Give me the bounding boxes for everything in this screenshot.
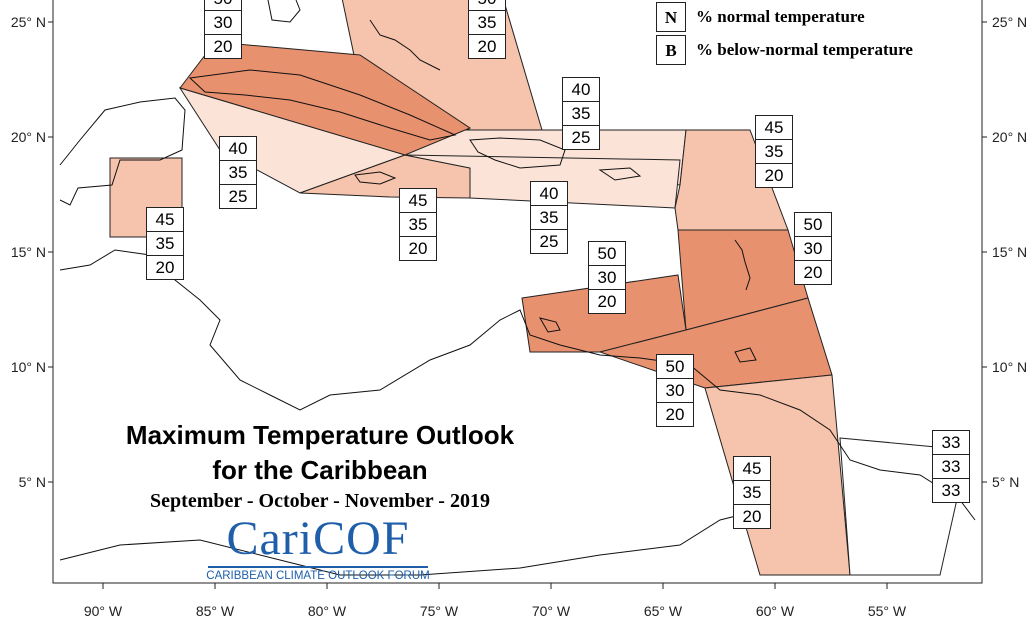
prob-above: 50 <box>205 0 241 11</box>
lon-label: 80° W <box>308 603 347 619</box>
prob-above: 45 <box>734 457 770 481</box>
prob-below: 20 <box>155 258 175 277</box>
legend-label-below: % below-normal temperature <box>696 40 913 59</box>
prob-normal: 35 <box>147 232 183 256</box>
prob-above: 45 <box>147 208 183 232</box>
lat-label-left: 15° N <box>11 244 46 260</box>
lon-label: 55° W <box>868 603 907 619</box>
lat-labels-left: 25° N 20° N 15° N 10° N 5° N <box>11 14 53 490</box>
lat-label-right: 15° N <box>992 244 1027 260</box>
lat-label-right: 10° N <box>992 359 1027 375</box>
logo-rule <box>208 566 428 568</box>
caricof-logo: CariCOF CARIBBEAN CLIMATE OUTLOOK FORUM <box>202 512 434 583</box>
probs-french-guiana: 33 33 33 <box>932 430 970 503</box>
probs-jamaica: 45 35 20 <box>399 188 437 261</box>
lat-label-right: 25° N <box>992 14 1027 30</box>
prob-normal: 30 <box>657 379 693 403</box>
prob-above: 45 <box>400 189 436 213</box>
prob-above: 40 <box>563 78 599 102</box>
prob-above: 50 <box>469 0 505 11</box>
lon-label: 90° W <box>84 603 123 619</box>
lat-label-left: 20° N <box>11 129 46 145</box>
legend-key-below: B <box>656 35 686 65</box>
legend-below: B % below-normal temperature <box>656 35 913 65</box>
prob-below: 20 <box>408 239 428 258</box>
prob-above: 50 <box>657 355 693 379</box>
prob-above: 50 <box>589 242 625 266</box>
prob-below: 20 <box>803 263 823 282</box>
lat-labels-right: 25° N 20° N 15° N 10° N 5° N <box>982 14 1027 490</box>
probs-abc: 50 30 20 <box>588 241 626 314</box>
prob-above: 40 <box>220 137 256 161</box>
legend-normal: N % normal temperature <box>656 2 865 32</box>
lon-label: 60° W <box>756 603 795 619</box>
probs-hispaniola: 40 35 25 <box>530 181 568 254</box>
lat-label-right: 5° N <box>992 474 1019 490</box>
lat-label-left: 10° N <box>11 359 46 375</box>
lon-label: 65° W <box>644 603 683 619</box>
map-title-line2: for the Caribbean <box>212 455 428 485</box>
lat-label-left: 25° N <box>11 14 46 30</box>
prob-normal: 33 <box>933 455 969 479</box>
probs-windward: 50 30 20 <box>794 212 832 285</box>
lat-label-right: 20° N <box>992 129 1027 145</box>
lon-label: 75° W <box>420 603 459 619</box>
prob-normal: 30 <box>589 266 625 290</box>
prob-normal: 35 <box>563 102 599 126</box>
lon-labels-bottom: 90° W 85° W 80° W 75° W 70° W 65° W 60° W 55° W <box>84 583 907 619</box>
logo-wordmark: CariCOF <box>226 512 410 565</box>
prob-below: 25 <box>228 187 248 206</box>
probs-bahamas-east: 50 35 20 <box>468 0 506 59</box>
prob-above: 33 <box>933 431 969 455</box>
prob-normal: 35 <box>756 140 792 164</box>
logo-subtitle: CARIBBEAN CLIMATE OUTLOOK FORUM <box>206 570 430 582</box>
lat-label-left: 5° N <box>19 474 46 490</box>
map-title-line1: Maximum Temperature Outlook <box>125 420 515 450</box>
prob-below: 20 <box>597 292 617 311</box>
prob-normal: 30 <box>205 11 241 35</box>
prob-below: 20 <box>665 405 685 424</box>
probs-bahamas: 50 30 20 <box>204 0 242 59</box>
prob-below: 20 <box>213 37 233 56</box>
prob-below: 20 <box>477 37 497 56</box>
prob-above: 50 <box>795 213 831 237</box>
prob-below: 25 <box>539 232 559 251</box>
coastlines <box>59 0 976 576</box>
probs-belize: 45 35 20 <box>146 207 184 280</box>
prob-normal: 35 <box>400 213 436 237</box>
prob-normal: 30 <box>795 237 831 261</box>
lon-label: 85° W <box>196 603 235 619</box>
legend-key-normal: N <box>656 2 686 32</box>
prob-above: 45 <box>756 116 792 140</box>
lon-label: 70° W <box>532 603 571 619</box>
prob-below: 20 <box>742 507 762 526</box>
probs-leeward: 45 35 20 <box>755 115 793 188</box>
prob-normal: 35 <box>220 161 256 185</box>
probs-trinidad: 50 30 20 <box>656 354 694 427</box>
prob-above: 40 <box>531 182 567 206</box>
probs-guianas: 45 35 20 <box>733 456 771 529</box>
probs-turks-caicos: 40 35 25 <box>562 77 600 150</box>
prob-normal: 35 <box>531 206 567 230</box>
season-subtitle: September - October - November - 2019 <box>150 490 490 512</box>
prob-normal: 35 <box>734 481 770 505</box>
prob-normal: 35 <box>469 11 505 35</box>
prob-below: 20 <box>764 166 784 185</box>
probs-cayman: 40 35 25 <box>219 136 257 209</box>
legend-label-normal: % normal temperature <box>696 7 865 26</box>
prob-below: 25 <box>571 128 591 147</box>
prob-below: 33 <box>941 481 961 500</box>
